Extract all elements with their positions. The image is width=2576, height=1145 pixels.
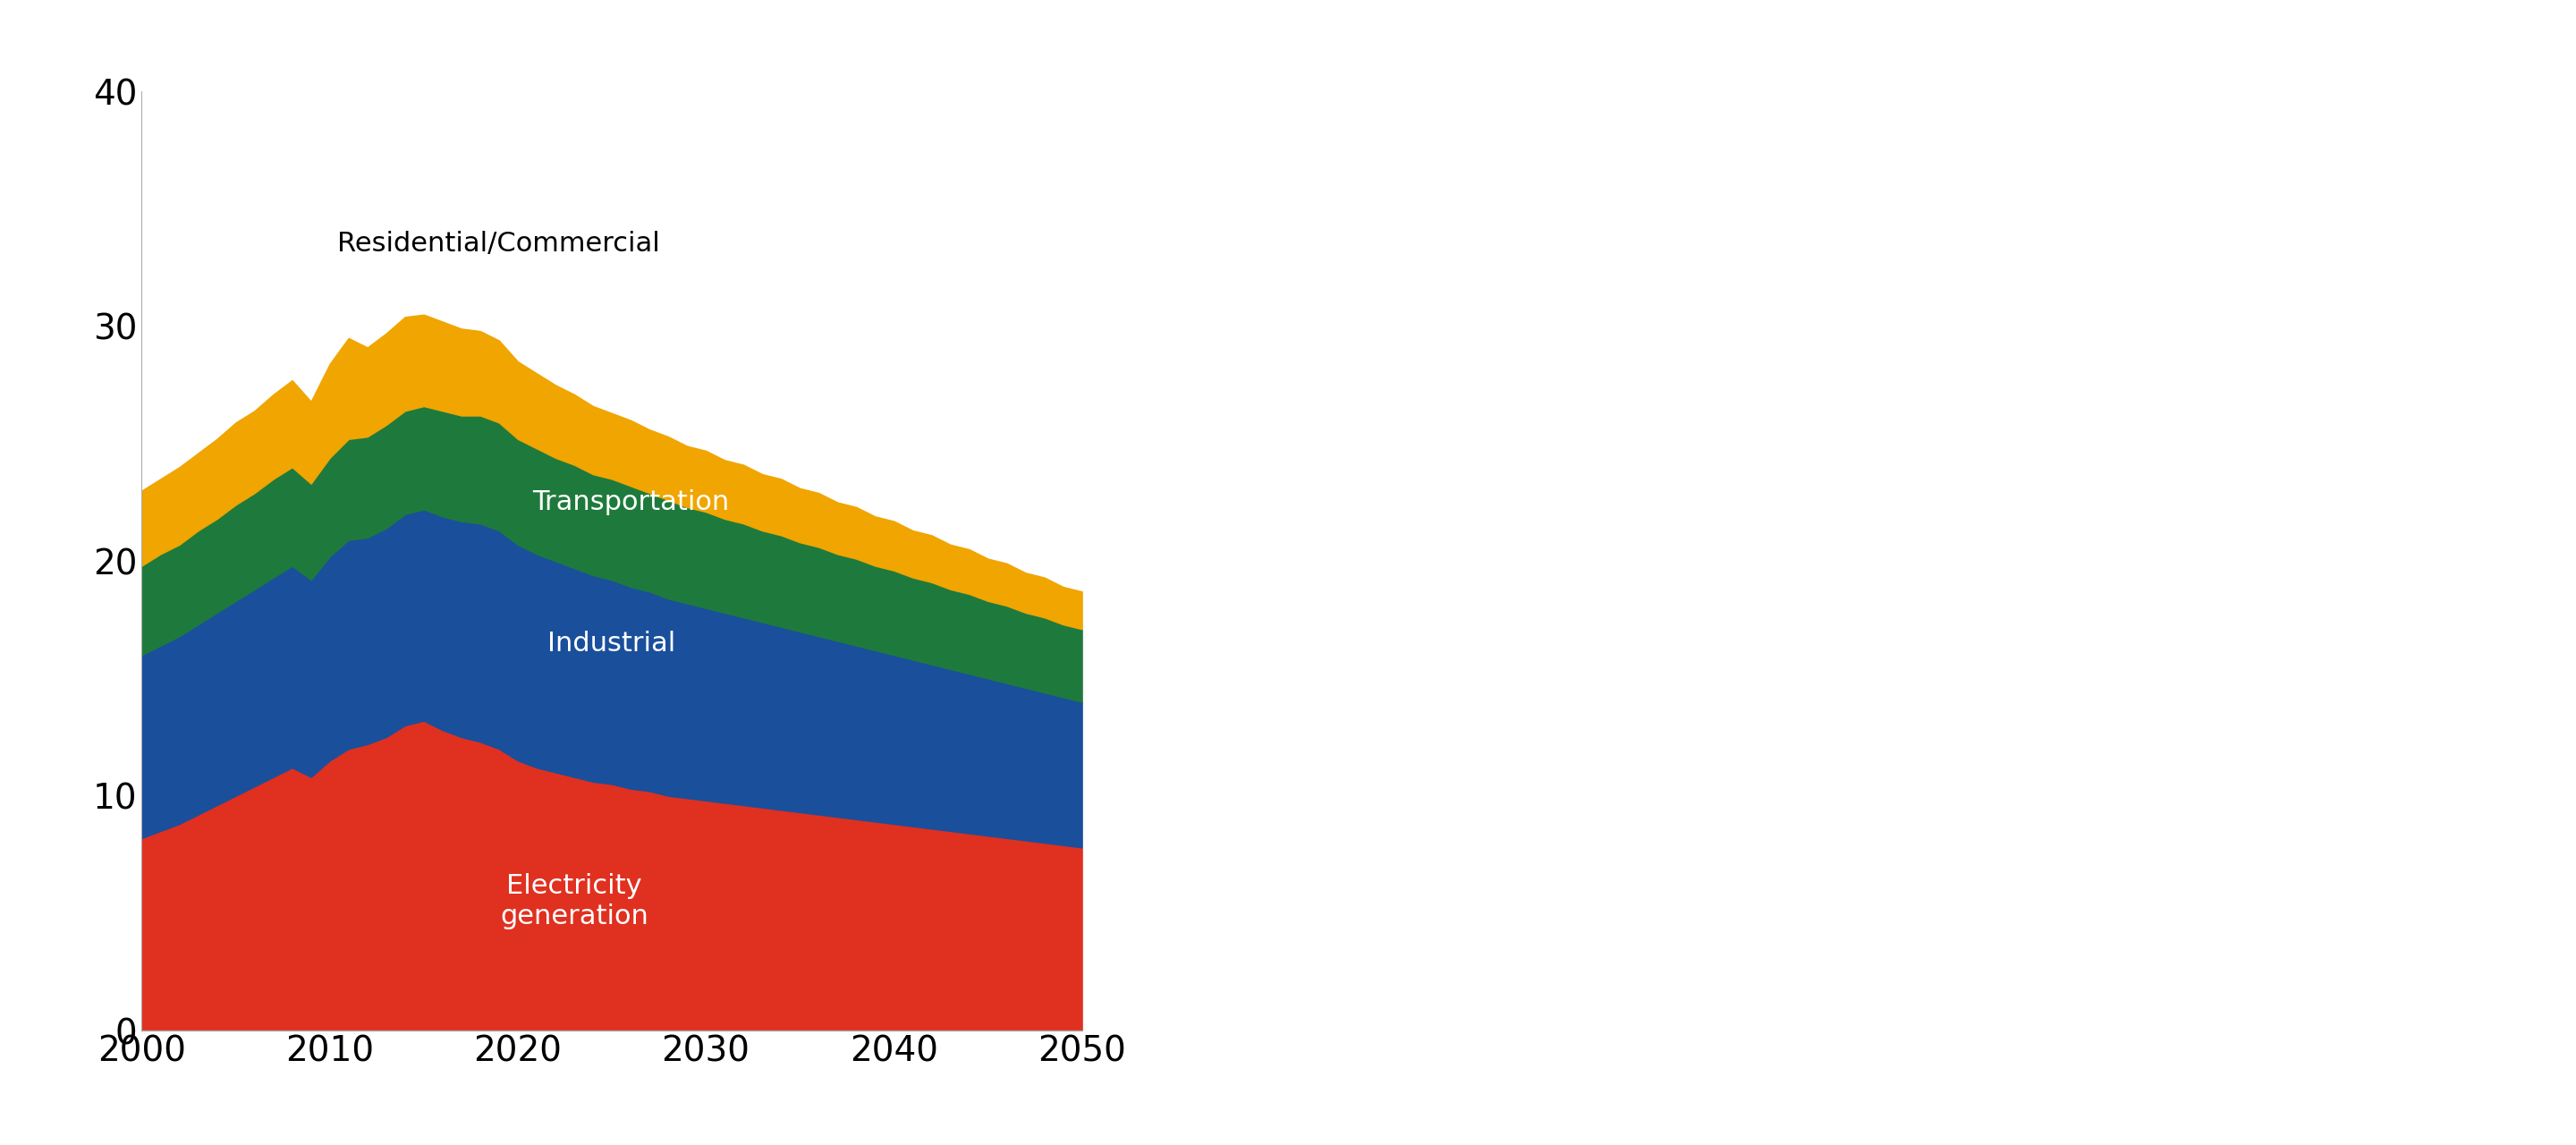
Text: Transportation: Transportation bbox=[533, 489, 729, 515]
Text: Industrial: Industrial bbox=[549, 630, 675, 656]
Text: Electricity
generation: Electricity generation bbox=[500, 874, 649, 930]
Text: Residential/Commercial: Residential/Commercial bbox=[337, 231, 659, 258]
